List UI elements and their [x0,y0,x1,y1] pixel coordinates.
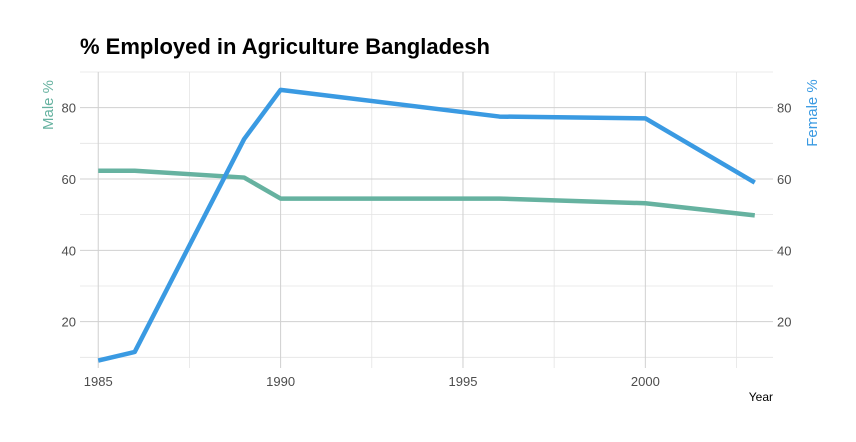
y-tick-label-right: 40 [777,243,791,258]
minor-gridlines [80,71,773,368]
x-tick-label: 1985 [84,374,113,389]
series-line [97,87,756,363]
major-gridlines [80,72,773,368]
x-tick-label: 2000 [631,374,660,389]
tick-labels: 20 20 40 40 60 60 80 80 1985 1990 1995 2000 [62,101,792,389]
x-tick-label: 1990 [266,374,295,389]
x-tick-label: 1995 [449,374,478,389]
y-tick-label-left: 20 [62,315,76,330]
y-tick-label-left: 40 [62,243,76,258]
y-tick-label-left: 80 [62,101,76,116]
y-tick-label-right: 20 [777,315,791,330]
y-tick-label-right: 80 [777,101,791,116]
x-axis-label: Year [749,390,773,404]
chart-title: % Employed in Agriculture Bangladesh [80,34,490,59]
y-axis-label-left: Male % [40,80,57,130]
y-axis-label-right: Female % [804,79,821,147]
y-tick-label-right: 60 [777,172,791,187]
y-tick-label-left: 60 [62,172,76,187]
series-layer [97,87,756,363]
series-line [98,168,756,218]
